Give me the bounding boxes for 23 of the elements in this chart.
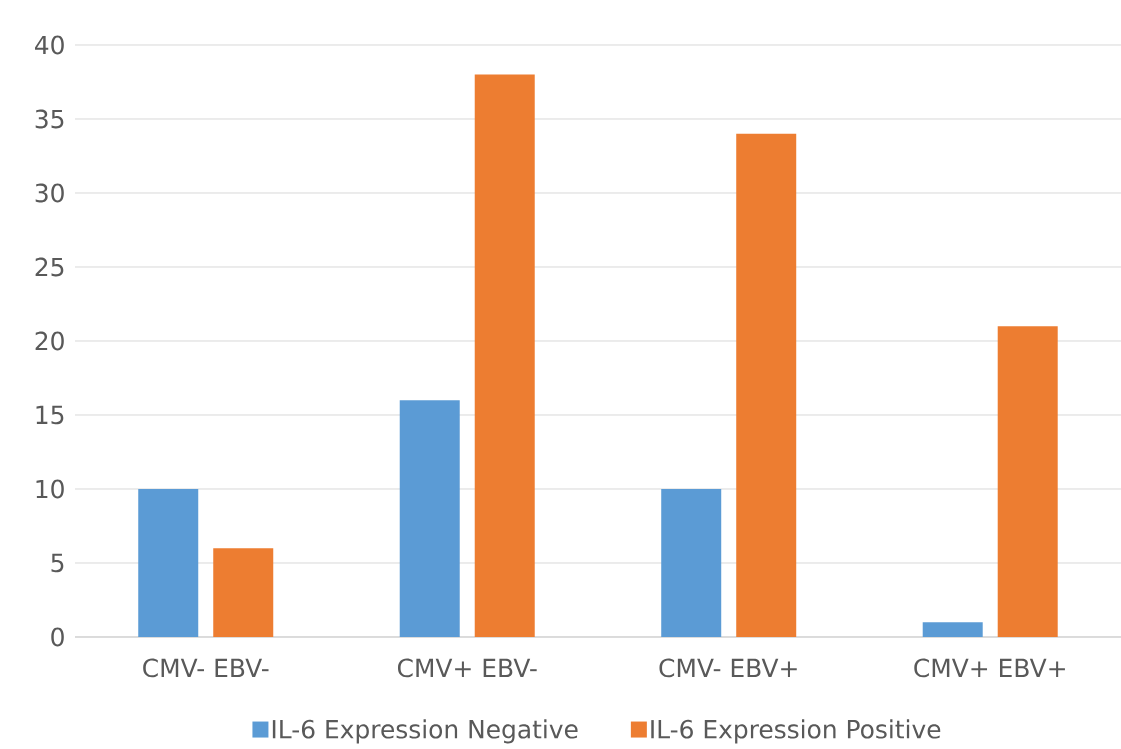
- bar: [399, 400, 460, 637]
- y-tick-label: 10: [36, 479, 64, 499]
- y-tick-label: 40: [35, 35, 64, 55]
- y-tick-label: 25: [35, 257, 64, 277]
- legend-label: IL-6 Expression Negative: [272, 719, 578, 744]
- bar: [661, 489, 722, 637]
- y-tick-label: 0: [51, 627, 64, 647]
- y-tick-label: 20: [35, 331, 64, 351]
- x-tick-label: CMV- EBV-: [143, 658, 269, 678]
- bar: [138, 489, 199, 637]
- y-tick-label: 5: [51, 553, 64, 573]
- y-tick-label: 15: [36, 405, 64, 425]
- bar: [474, 74, 535, 637]
- x-tick-label: CMV+ EBV+: [914, 658, 1065, 678]
- bar: [997, 326, 1058, 637]
- bar: [736, 133, 797, 637]
- y-tick-label: 35: [35, 109, 64, 129]
- x-tick-label: CMV+ EBV-: [397, 658, 537, 678]
- legend-label: IL-6 Expression Positive: [651, 719, 941, 744]
- bar: [213, 548, 274, 637]
- x-tick-label: CMV- EBV+: [659, 658, 797, 678]
- y-tick-label: 30: [35, 183, 64, 203]
- bar: [922, 622, 983, 637]
